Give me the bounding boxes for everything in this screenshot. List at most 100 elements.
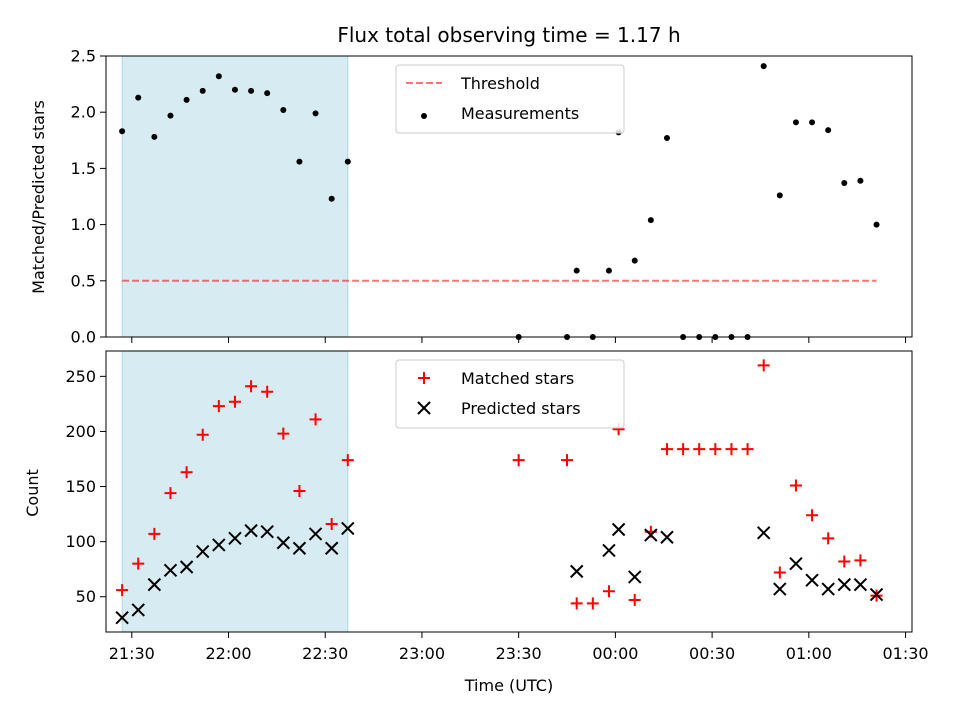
measurements-point [344, 158, 351, 165]
matched-stars-point [116, 584, 129, 597]
predicted-stars-point [644, 528, 658, 542]
top-x-axis [131, 337, 907, 343]
matched-stars-point [261, 385, 274, 398]
top-legend-box [395, 64, 625, 134]
bottom-axes-frame [105, 350, 913, 633]
predicted-stars-point [163, 563, 178, 577]
matched-stars-point [854, 554, 867, 567]
predicted-stars-point [628, 570, 642, 584]
top-observing-window [122, 56, 348, 337]
bottom-y-axis-label: Count [23, 469, 42, 517]
predicted-stars-point [569, 564, 584, 579]
measurements-point [135, 94, 142, 101]
predicted-stars-point [115, 610, 129, 625]
measurements-point [199, 87, 206, 94]
predicted-stars-point [179, 560, 194, 574]
predicted-stars-point [341, 521, 355, 536]
top-axes-frame [105, 55, 913, 338]
predicted-stars-point [869, 587, 884, 602]
predicted-stars-point [228, 531, 242, 546]
matched-stars-point [570, 597, 583, 610]
bottom-panel: 50 100 150 200 250 21:30 22:00 22:30 23:00 23:30… [23, 350, 929, 695]
legend-label-matched-stars: Matched stars [461, 369, 574, 388]
x-tick-label: 00:00 [592, 644, 638, 663]
predicted-stars-point [837, 577, 852, 592]
bottom-y-tick-label: 250 [65, 367, 96, 386]
legend-swatch-predicted-stars [417, 401, 431, 415]
matched-stars-point [164, 487, 177, 500]
x-tick-label: 01:30 [882, 644, 928, 663]
predicted-stars-point [244, 523, 258, 538]
predicted-stars-point [756, 526, 771, 540]
measurements-point [183, 96, 190, 103]
matched-stars-point [602, 585, 615, 598]
predicted-stars-point [147, 577, 162, 592]
predicted-stars-point [324, 541, 339, 555]
matched-stars-point [180, 466, 193, 479]
legend-label-measurements: Measurements [461, 104, 579, 123]
matched-stars-point [693, 443, 706, 456]
top-y-tick-label: 1.5 [71, 159, 96, 178]
bottom-x-axis: 21:30 22:00 22:30 23:00 23:30 00:00 00:30 01:00… [109, 632, 929, 663]
legend-swatch-measurements [421, 113, 427, 119]
matched-stars-point [628, 594, 641, 607]
top-y-tick-label: 2.5 [71, 47, 96, 66]
matched-stars-point [132, 557, 145, 570]
predicted-stars-point [660, 530, 674, 544]
predicted-stars-point [131, 603, 145, 617]
measurements-point [776, 192, 783, 199]
measurements-point [151, 133, 158, 140]
matched-stars-point [773, 566, 786, 579]
bottom-legend-box [395, 359, 625, 429]
measurements-point [573, 267, 580, 274]
matched-stars-point [293, 484, 306, 497]
bottom-y-tick-label: 200 [65, 422, 96, 441]
predicted-stars-point [611, 522, 626, 537]
measurements-point [841, 180, 848, 187]
matched-stars-point [212, 400, 225, 413]
measurements-point [792, 119, 799, 126]
top-panel: 0.0 0.5 1.0 1.5 2.0 2.5 Matched/Predicted sta… [29, 47, 913, 347]
x-tick-label: 22:00 [205, 644, 251, 663]
x-tick-label: 00:30 [689, 644, 735, 663]
measurements-point [215, 73, 222, 80]
measurements-point [231, 86, 238, 93]
predicted-stars-point [260, 525, 274, 539]
x-tick-label: 23:00 [399, 644, 445, 663]
top-y-tick-label: 2.0 [71, 103, 96, 122]
predicted-stars-point [773, 582, 787, 596]
matched-stars-point [822, 532, 835, 545]
matched-stars-point [148, 527, 161, 540]
matched-stars-point [677, 443, 690, 456]
measurements-point [280, 106, 287, 113]
matched-stars-point [757, 359, 770, 372]
x-tick-label: 23:30 [496, 644, 542, 663]
chart-title: Flux total observing time = 1.17 h [337, 23, 680, 47]
top-y-tick-label: 1.0 [71, 215, 96, 234]
bottom-legend: Matched stars Predicted stars [395, 359, 625, 429]
top-y-axis-label: Matched/Predicted stars [29, 100, 48, 294]
matched-stars-point [561, 454, 574, 467]
predicted-stars-point [805, 573, 819, 587]
matched-stars-point [309, 413, 322, 426]
x-tick-label: 21:30 [109, 644, 155, 663]
top-highlight-span [121, 56, 349, 337]
matched-stars-point [741, 443, 754, 456]
measurements-point [119, 128, 126, 135]
predicted-stars-point [308, 527, 323, 541]
matched-stars-point [806, 509, 819, 522]
bottom-y-axis: 50 100 150 200 250 [65, 367, 106, 606]
x-tick-label: 01:00 [786, 644, 832, 663]
matched-stars-point [228, 395, 241, 408]
predicted-stars-point [853, 577, 868, 592]
matched-stars-point [512, 454, 525, 467]
matched-stars-point [341, 454, 354, 467]
measurements-point [825, 127, 832, 134]
measurements-point [328, 195, 335, 202]
top-legend: Threshold Measurements [395, 64, 625, 134]
bottom-series [115, 359, 884, 625]
predicted-stars-point [789, 556, 803, 571]
measurements-point [857, 177, 864, 184]
predicted-stars-point [276, 536, 291, 550]
